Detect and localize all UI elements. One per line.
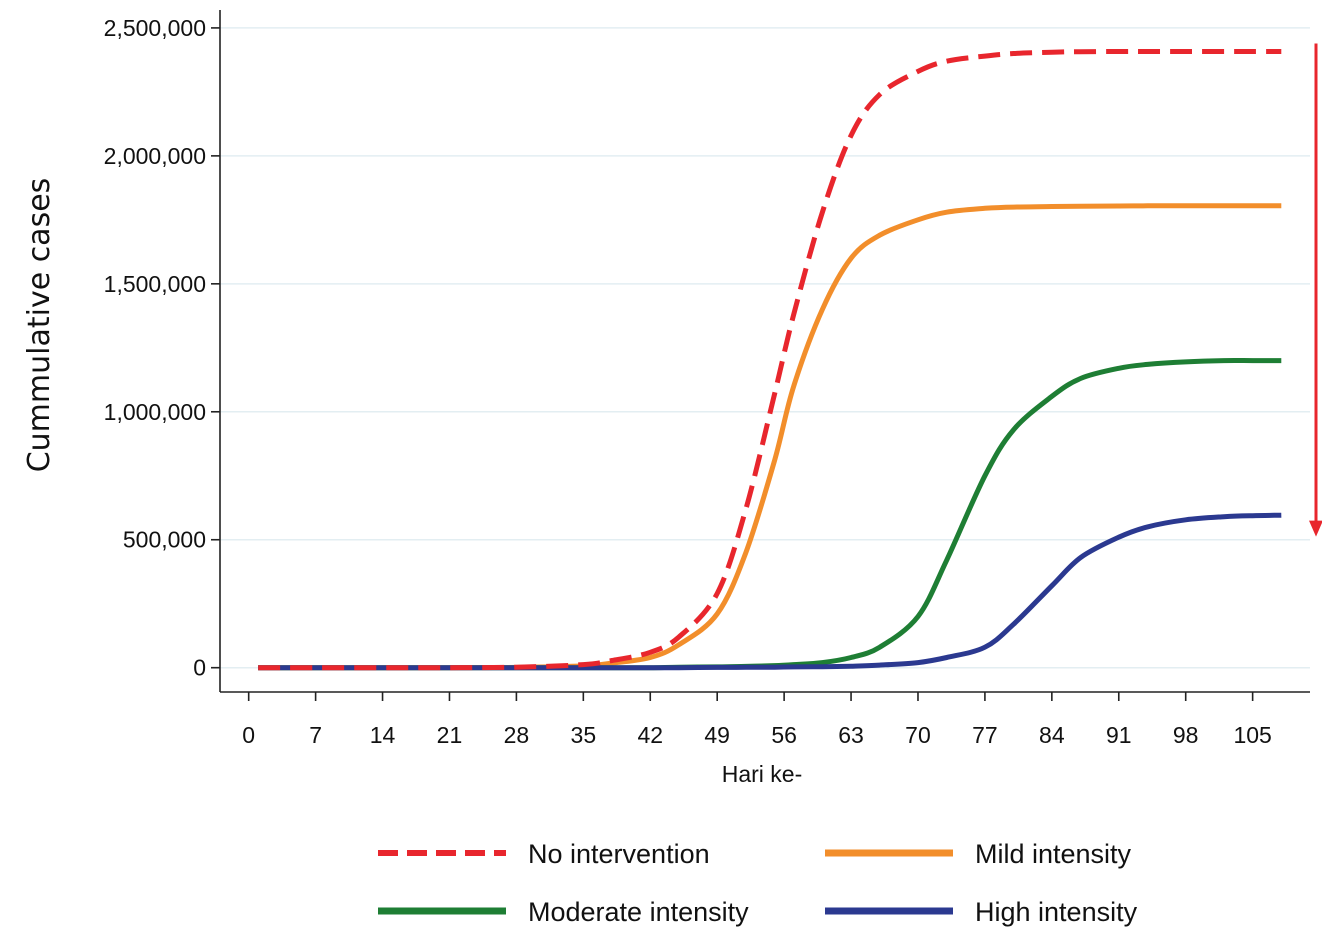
series-line-high-intensity [258, 512, 1282, 671]
y-tick-label: 1,000,000 [104, 399, 206, 425]
series-line-no-intervention [258, 48, 1282, 671]
x-tick-label: 7 [309, 722, 322, 748]
x-tick-label: 105 [1233, 722, 1271, 748]
legend-label: Mild intensity [975, 839, 1132, 869]
arrow-head [1309, 520, 1322, 537]
x-tick-label: 56 [771, 722, 797, 748]
x-tick-label: 42 [637, 722, 663, 748]
x-tick-label: 91 [1106, 722, 1132, 748]
legend-label: High intensity [975, 897, 1138, 927]
legend-label: Moderate intensity [528, 897, 749, 927]
y-axis-label: Cummulative cases [22, 178, 57, 473]
x-tick-label: 14 [370, 722, 396, 748]
legend: No intervention Mild intensity Moderate in… [378, 839, 1138, 927]
x-tick-label: 77 [972, 722, 998, 748]
x-axis-label: Hari ke- [722, 761, 803, 787]
y-tick-label: 500,000 [123, 527, 206, 553]
y-tick-label: 2,500,000 [104, 15, 206, 41]
x-tick-label: 84 [1039, 722, 1065, 748]
x-tick-label: 63 [838, 722, 864, 748]
legend-label: No intervention [528, 839, 710, 869]
y-tick-label: 2,000,000 [104, 143, 206, 169]
x-tick-label: 70 [905, 722, 931, 748]
grid-lines [220, 27, 1310, 669]
x-tick-label: 0 [242, 722, 255, 748]
x-tick-label: 21 [437, 722, 463, 748]
x-tick-label: 35 [571, 722, 597, 748]
axes: 0 500,000 1,000,000 1,500,000 2,000,000 2,500… [104, 10, 1310, 748]
x-tick-label: 49 [704, 722, 730, 748]
y-tick-label: 0 [193, 655, 206, 681]
series-lines [258, 48, 1282, 671]
series-line-mild-intensity [258, 203, 1282, 671]
x-tick-label: 98 [1173, 722, 1199, 748]
x-tick-label: 28 [504, 722, 530, 748]
y-tick-label: 1,500,000 [104, 271, 206, 297]
annotations [1309, 43, 1322, 537]
